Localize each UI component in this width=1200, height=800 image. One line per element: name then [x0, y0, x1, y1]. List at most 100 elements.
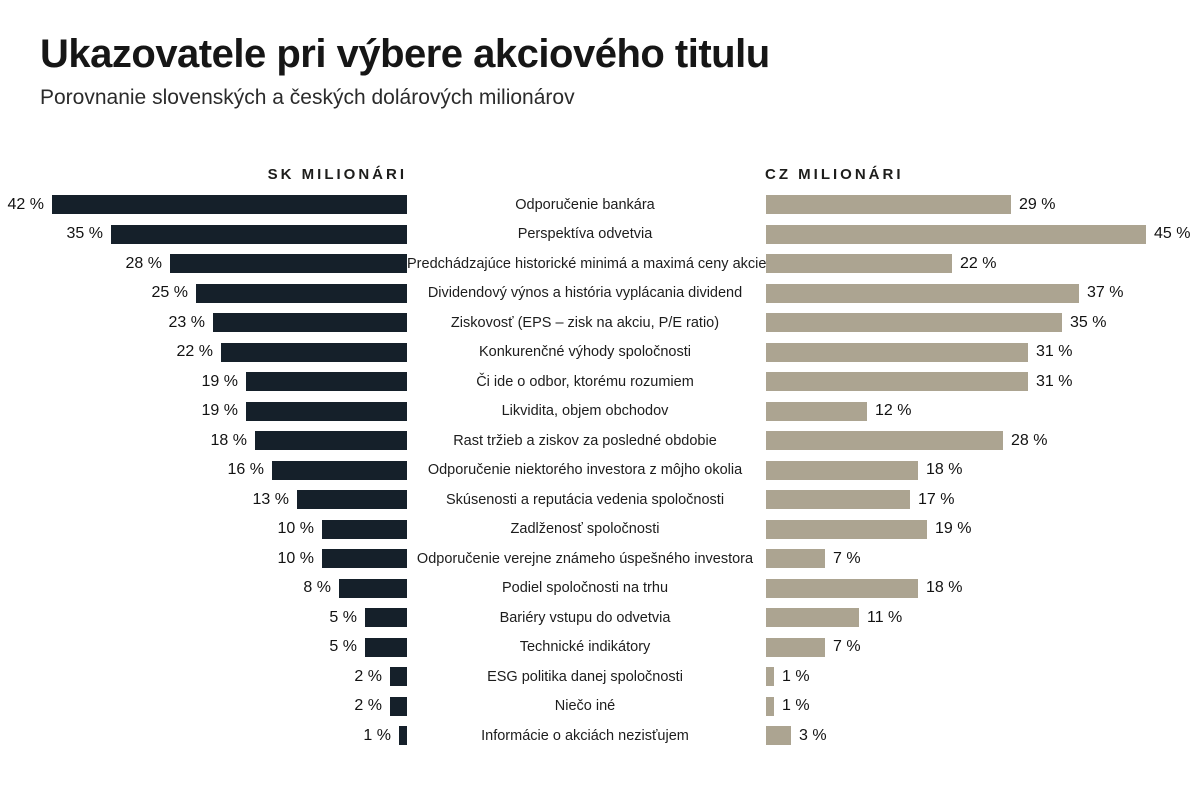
cz-bar-cell: 11 % — [763, 603, 1200, 633]
sk-bar — [365, 608, 407, 628]
cz-bar-cell: 7 % — [763, 633, 1200, 663]
category-label: Či ide o odbor, ktorému rozumiem — [476, 373, 694, 390]
sk-bar-cell: 23 % — [0, 308, 407, 338]
sk-bar — [255, 431, 407, 451]
sk-value-label: 28 % — [125, 254, 162, 272]
sk-bar — [213, 313, 407, 333]
chart-rows: 42 % Odporučenie bankára 29 % 35 % Perspektí… — [0, 190, 1200, 751]
category-label: Niečo iné — [554, 698, 616, 715]
chart-row: 19 % Likvidita, objem obchodov 12 % — [0, 397, 1200, 427]
sk-bar — [399, 726, 407, 746]
sk-value-label: 23 % — [168, 313, 205, 331]
cz-bar — [766, 313, 1062, 333]
sk-bar-cell: 35 % — [0, 220, 407, 250]
sk-bar — [339, 578, 407, 598]
cz-value-label: 29 % — [1019, 195, 1056, 213]
chart-row: 8 % Podiel spoločnosti na trhu 18 % — [0, 574, 1200, 604]
cz-bar-cell: 35 % — [763, 308, 1200, 338]
sk-value-label: 18 % — [210, 431, 247, 449]
cz-bar-cell: 22 % — [763, 249, 1200, 279]
chart-row: 22 % Konkurenčné výhody spoločnosti 31 % — [0, 338, 1200, 368]
sk-value-label: 19 % — [201, 402, 238, 420]
sk-value-label: 19 % — [201, 372, 238, 390]
sk-value-label: 16 % — [227, 461, 264, 479]
cz-bar — [766, 372, 1028, 392]
sk-bar — [272, 460, 407, 480]
chart-row: 2 % Niečo iné 1 % — [0, 692, 1200, 722]
cz-value-label: 45 % — [1154, 225, 1191, 243]
cz-bar — [766, 254, 952, 274]
cz-value-label: 31 % — [1036, 343, 1073, 361]
sk-bar-cell: 16 % — [0, 456, 407, 486]
cz-bar — [766, 667, 774, 687]
chart-row: 18 % Rast tržieb a ziskov za posledné obd… — [0, 426, 1200, 456]
cz-value-label: 19 % — [935, 520, 972, 538]
sk-bar — [322, 549, 407, 569]
cz-value-label: 11 % — [867, 608, 903, 626]
cz-value-label: 37 % — [1087, 284, 1124, 302]
cz-bar-cell: 28 % — [763, 426, 1200, 456]
chart-row: 16 % Odporučenie niektorého investora z m… — [0, 456, 1200, 486]
cz-bar — [766, 342, 1028, 362]
cz-value-label: 28 % — [1011, 431, 1048, 449]
cz-bar-cell: 19 % — [763, 515, 1200, 545]
sk-bar — [297, 490, 407, 510]
cz-value-label: 3 % — [799, 726, 827, 744]
sk-bar-cell: 5 % — [0, 603, 407, 633]
sk-value-label: 2 % — [354, 697, 382, 715]
chart-row: 35 % Perspektíva odvetvia 45 % — [0, 220, 1200, 250]
sk-bar-cell: 19 % — [0, 397, 407, 427]
cz-bar — [766, 460, 918, 480]
category-label: Podiel spoločnosti na trhu — [501, 580, 669, 597]
sk-bar-cell: 19 % — [0, 367, 407, 397]
cz-bar — [766, 608, 859, 628]
chart-subtitle: Porovnanie slovenských a českých dolárov… — [40, 86, 575, 109]
sk-value-label: 35 % — [66, 225, 103, 243]
cz-value-label: 35 % — [1070, 313, 1107, 331]
category-label: Skúsenosti a reputácia vedenia spoločnos… — [445, 491, 725, 508]
cz-bar-cell: 7 % — [763, 544, 1200, 574]
chart-row: 2 % ESG politika danej spoločnosti 1 % — [0, 662, 1200, 692]
chart-row: 28 % Predchádzajúce historické minimá a m… — [0, 249, 1200, 279]
cz-bar — [766, 283, 1079, 303]
cz-bar-cell: 31 % — [763, 338, 1200, 368]
chart-row: 5 % Bariéry vstupu do odvetvia 11 % — [0, 603, 1200, 633]
cz-bar — [766, 490, 910, 510]
sk-value-label: 13 % — [252, 490, 289, 508]
sk-bar — [221, 342, 407, 362]
chart-row: 1 % Informácie o akciách nezisťujem 3 % — [0, 721, 1200, 751]
chart-row: 23 % Ziskovosť (EPS – zisk na akciu, P/E … — [0, 308, 1200, 338]
category-label: Likvidita, objem obchodov — [501, 403, 669, 420]
cz-value-label: 7 % — [833, 549, 861, 567]
category-label: Odporučenie verejne známeho úspešného in… — [416, 550, 754, 567]
sk-bar-cell: 28 % — [0, 249, 407, 279]
category-label: Zadlženosť spoločnosti — [510, 521, 660, 538]
sk-bar-cell: 10 % — [0, 544, 407, 574]
sk-bar — [322, 519, 407, 539]
category-label: Odporučenie bankára — [515, 196, 655, 213]
cz-value-label: 18 % — [926, 579, 963, 597]
cz-value-label: 22 % — [960, 254, 997, 272]
sk-bar — [111, 224, 407, 244]
cz-value-label: 7 % — [833, 638, 861, 656]
sk-bar-cell: 10 % — [0, 515, 407, 545]
sk-value-label: 1 % — [363, 726, 391, 744]
category-label: Rast tržieb a ziskov za posledné obdobie — [453, 432, 717, 449]
chart-row: 25 % Dividendový výnos a história vypláca… — [0, 279, 1200, 309]
category-label: Odporučenie niektorého investora z môjho… — [427, 462, 743, 479]
category-label: Informácie o akciách nezisťujem — [481, 727, 689, 744]
cz-bar-cell: 1 % — [763, 662, 1200, 692]
sk-value-label: 10 % — [277, 549, 314, 567]
category-label: Ziskovosť (EPS – zisk na akciu, P/E rati… — [450, 314, 720, 331]
cz-bar-cell: 18 % — [763, 456, 1200, 486]
sk-bar-cell: 18 % — [0, 426, 407, 456]
sk-value-label: 5 % — [329, 608, 357, 626]
sk-bar-cell: 1 % — [0, 721, 407, 751]
cz-bar-cell: 31 % — [763, 367, 1200, 397]
category-label: ESG politika danej spoločnosti — [487, 668, 683, 685]
sk-bar-cell: 42 % — [0, 190, 407, 220]
cz-bar-cell: 37 % — [763, 279, 1200, 309]
chart-row: 10 % Zadlženosť spoločnosti 19 % — [0, 515, 1200, 545]
sk-bar-cell: 25 % — [0, 279, 407, 309]
